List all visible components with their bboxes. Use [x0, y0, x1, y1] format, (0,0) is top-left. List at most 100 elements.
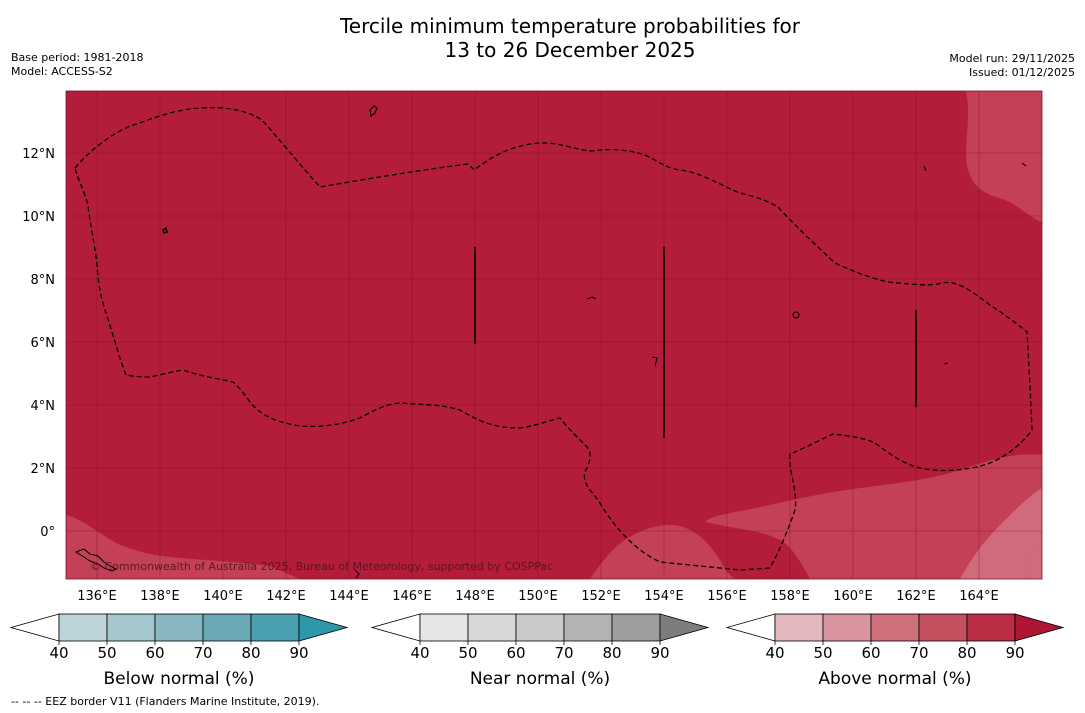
model-name: Model: ACCESS-S2	[11, 65, 113, 78]
colorbar-segment	[419, 613, 469, 642]
map-area	[66, 91, 1042, 579]
colorbar-segment	[966, 613, 1016, 642]
colorbar-min-extension	[370, 613, 421, 642]
island	[354, 569, 360, 579]
model-run: Model run: 29/11/2025	[949, 52, 1075, 65]
colorbar-segment	[611, 613, 661, 642]
island	[586, 296, 597, 300]
colorbar-segment	[58, 613, 108, 642]
longitude-label: 158°E	[770, 589, 810, 604]
colorbar-segment	[563, 613, 613, 642]
colorbar-above: 40 50 60 70 80 90 Above normal (%)	[725, 613, 1065, 689]
colorbar-segment	[918, 613, 968, 642]
colorbar-max-extension	[659, 613, 710, 642]
longitude-label: 152°E	[581, 589, 621, 604]
colorbar-tick-label: 80	[241, 644, 260, 662]
page-title: Tercile minimum temperature probabilitie…	[0, 14, 1085, 62]
colorbar-tick-label: 70	[909, 644, 928, 662]
colorbar-segment	[515, 613, 565, 642]
colorbar-segment	[870, 613, 920, 642]
longitude-label: 146°E	[392, 589, 432, 604]
longitude-label: 136°E	[77, 589, 117, 604]
colorbar-max-extension	[1014, 613, 1065, 642]
colorbar-segment	[250, 613, 300, 642]
meta-right: Model run: 29/11/2025 Issued: 01/12/2025	[949, 52, 1075, 80]
colorbar-tick-label: 90	[650, 644, 669, 662]
longitude-label: 162°E	[896, 589, 936, 604]
longitude-label: 150°E	[518, 589, 558, 604]
latitude-label: 2°N	[31, 462, 56, 477]
colorbar-tick-label: 50	[458, 644, 477, 662]
island	[943, 362, 949, 365]
latitude-label: 4°N	[31, 399, 56, 414]
above-normal-60-70-region	[960, 488, 1042, 579]
latitude-label: 12°N	[22, 147, 55, 162]
title-line-1: Tercile minimum temperature probabilitie…	[339, 14, 801, 38]
colorbar-segment	[106, 613, 156, 642]
meta-left: Base period: 1981-2018 Model: ACCESS-S2	[11, 51, 143, 79]
colorbar-segment	[202, 613, 252, 642]
island	[792, 311, 800, 319]
island	[1021, 162, 1027, 167]
colorbar-tick-label: 70	[193, 644, 212, 662]
colorbar-tick-label: 90	[1005, 644, 1024, 662]
footnote: -- -- -- EEZ border V11 (Flanders Marine…	[11, 695, 320, 708]
island	[162, 226, 168, 234]
colorbar-title: Below normal (%)	[104, 669, 255, 689]
longitude-labels: 136°E 138°E 140°E 142°E 144°E 146°E 148°E 150°E…	[77, 589, 999, 604]
above-normal-70-80-region	[66, 515, 300, 579]
colorbar-tick-label: 50	[97, 644, 116, 662]
colorbar-tick-label: 40	[410, 644, 429, 662]
latitude-label: 0°	[40, 525, 55, 540]
above-normal-70-80-region	[590, 524, 735, 579]
colorbar-segment	[467, 613, 517, 642]
longitude-label: 148°E	[455, 589, 495, 604]
island	[369, 105, 378, 117]
colorbar-tick-label: 50	[813, 644, 832, 662]
longitude-label: 154°E	[644, 589, 684, 604]
colorbars: 40 50 60 70 80 90 Below normal (%) 40 50 60 70 80 90…	[9, 613, 1065, 689]
colorbar-title: Above normal (%)	[818, 669, 971, 689]
colorbar-min-extension	[725, 613, 776, 642]
above-normal-60-70-region	[1030, 530, 1042, 579]
islands	[74, 105, 1027, 579]
colorbar-below: 40 50 60 70 80 90 Below normal (%)	[9, 613, 349, 689]
latitude-label: 10°N	[22, 210, 55, 225]
eez-border	[74, 106, 1033, 571]
longitude-label: 160°E	[833, 589, 873, 604]
colorbar-title: Near normal (%)	[470, 669, 610, 689]
island	[651, 356, 658, 367]
colorbar-tick-label: 40	[49, 644, 68, 662]
colorbar-segment	[822, 613, 872, 642]
colorbar-max-extension	[298, 613, 349, 642]
colorbar-tick-label: 60	[506, 644, 525, 662]
colorbar-tick-label: 90	[289, 644, 308, 662]
title-line-2: 13 to 26 December 2025	[444, 38, 696, 62]
longitude-label: 142°E	[266, 589, 306, 604]
issued-date: Issued: 01/12/2025	[968, 66, 1075, 79]
colorbar-tick-label: 60	[861, 644, 880, 662]
longitude-label: 144°E	[329, 589, 369, 604]
graticule	[66, 91, 1042, 579]
longitude-label: 164°E	[959, 589, 999, 604]
colorbar-segment	[154, 613, 204, 642]
base-period: Base period: 1981-2018	[11, 51, 144, 64]
latitude-label: 8°N	[31, 273, 56, 288]
colorbar-tick-label: 80	[602, 644, 621, 662]
colorbar-segment	[774, 613, 824, 642]
latitude-labels: 12°N 10°N 8°N 6°N 4°N 2°N 0°	[22, 147, 55, 540]
copyright-notice: © Commonwealth of Australia 2025, Bureau…	[90, 560, 553, 573]
colorbar-tick-label: 70	[554, 644, 573, 662]
above-normal-70-80-region	[966, 91, 1042, 222]
longitude-label: 138°E	[140, 589, 180, 604]
longitude-label: 140°E	[203, 589, 243, 604]
colorbar-tick-label: 60	[145, 644, 164, 662]
map-frame	[65, 90, 1043, 580]
longitude-label: 156°E	[707, 589, 747, 604]
island	[74, 548, 118, 572]
colorbar-min-extension	[9, 613, 60, 642]
island	[923, 165, 927, 172]
colorbar-tick-label: 40	[765, 644, 784, 662]
latitude-label: 6°N	[31, 336, 56, 351]
